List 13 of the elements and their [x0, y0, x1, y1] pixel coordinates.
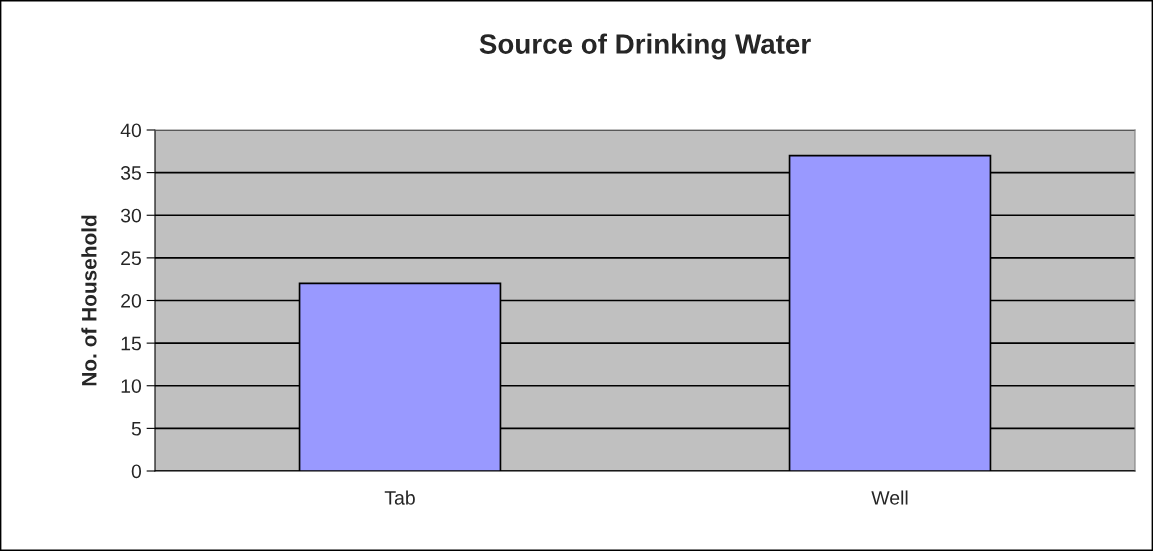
y-tick-label: 30 [120, 208, 142, 223]
y-tick-label: 20 [121, 293, 142, 308]
y-tick-label: 25 [121, 251, 141, 266]
y-tick-label: 0 [131, 464, 142, 479]
y-tick-label: 35 [120, 166, 141, 180]
y-axis-title: No. of Household [81, 215, 97, 386]
y-tick-label: 40 [120, 123, 142, 138]
x-tick-label: Tab [384, 490, 415, 505]
y-tick-label: 5 [131, 422, 141, 436]
chart-title: Source of Drinking Water [479, 33, 811, 60]
y-tick-label: 15 [121, 336, 141, 351]
y-tick-label: 10 [121, 379, 142, 393]
x-tick-label: Well [871, 490, 908, 505]
